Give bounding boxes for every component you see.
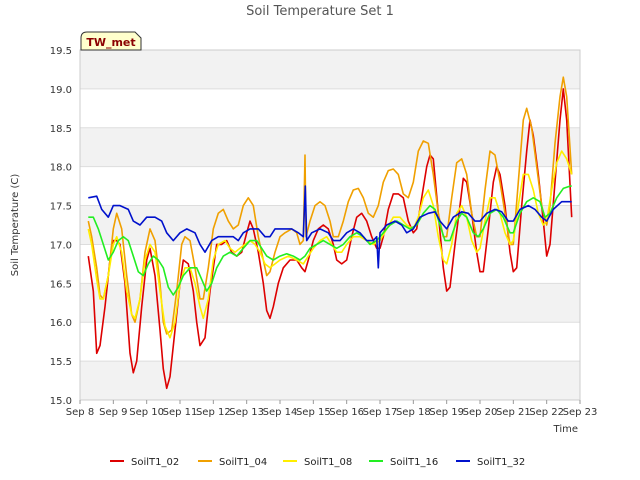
series-line-soilt1_16 (88, 185, 572, 296)
x-tick-label: Sep 11 (163, 407, 198, 418)
legend-label: SoilT1_02 (131, 457, 179, 468)
plot-frame (79, 49, 581, 401)
legend: SoilT1_02 SoilT1_04 SoilT1_08 SoilT1_16 Soil… (110, 457, 525, 468)
badge-shape (80, 31, 142, 51)
y-tick-label: 17.5 (50, 202, 72, 213)
legend-label: SoilT1_16 (390, 457, 438, 468)
site-badge: TW_met (80, 31, 142, 51)
y-tick-label: 17.0 (50, 240, 72, 251)
x-tick-label: Sep 21 (496, 407, 531, 418)
y-tick-label: 16.5 (50, 279, 72, 290)
x-tick-label: Sep 16 (329, 407, 364, 418)
series-line-soilt1_08 (87, 150, 573, 339)
chart-title: Soil Temperature Set 1 (246, 4, 394, 19)
y-tick-label: 19.5 (50, 46, 72, 57)
grid-band (80, 50, 580, 89)
grid-band (80, 127, 580, 167)
y-tick-label: 18.5 (50, 124, 72, 135)
x-tick-label: Sep 22 (529, 407, 564, 418)
y-axis-label: Soil Temperature (C) (10, 174, 21, 277)
series-lines (87, 76, 573, 390)
x-tick-label: Sep 13 (229, 407, 264, 418)
x-tick-label: Sep 10 (129, 407, 164, 418)
x-tick-label: Sep 23 (563, 407, 598, 418)
y-tick-label: 16.0 (50, 318, 72, 329)
grid-band (80, 283, 580, 323)
badge-label: TW_met (86, 36, 135, 49)
y-tick-label: 19.0 (50, 85, 72, 96)
legend-label: SoilT1_08 (304, 457, 352, 468)
x-tick-label: Sep 15 (296, 407, 331, 418)
y-tick-label: 18.0 (50, 163, 72, 174)
series-line-soilt1_32 (88, 185, 572, 269)
legend-label: SoilT1_32 (477, 457, 525, 468)
x-tick-label: Sep 19 (429, 407, 464, 418)
y-axis: 15.0 15.5 16.0 16.5 17.0 17.5 18.0 18.5 19.0 19.5 (50, 46, 72, 407)
x-axis-label: Time (553, 424, 578, 435)
x-tick-label: Sep 8 (66, 407, 94, 418)
x-tick-label: Sep 20 (463, 407, 498, 418)
x-tick-label: Sep 12 (196, 407, 231, 418)
x-tick-label: Sep 9 (99, 407, 127, 418)
y-tick-label: 15.0 (50, 396, 72, 407)
grid-bands (80, 49, 580, 401)
y-tick-label: 15.5 (50, 357, 72, 368)
x-tick-label: Sep 14 (263, 407, 298, 418)
grid-band (80, 361, 580, 400)
x-tick-label: Sep 17 (363, 407, 398, 418)
x-tick-label: Sep 18 (396, 407, 431, 418)
series-line-soilt1_02 (87, 88, 573, 390)
legend-label: SoilT1_04 (219, 457, 267, 468)
